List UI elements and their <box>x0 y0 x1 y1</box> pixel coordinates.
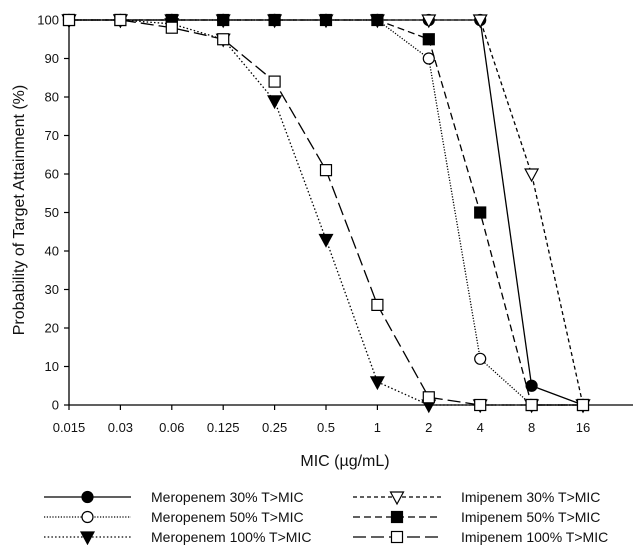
y-tick-label: 0 <box>52 398 59 413</box>
data-point <box>267 95 283 110</box>
x-tick-label: 16 <box>576 420 590 435</box>
legend-marker <box>79 531 96 545</box>
data-point <box>576 398 590 412</box>
legend-item: Imipenem 30% T>MIC <box>353 489 600 506</box>
x-tick-label: 0.25 <box>262 420 287 435</box>
y-tick-label: 30 <box>45 282 59 297</box>
y-tick-label: 10 <box>45 359 59 374</box>
legend-label: Meropenem 100% T>MIC <box>151 529 311 545</box>
series-3 <box>61 14 591 414</box>
data-point <box>319 164 333 177</box>
data-point <box>268 13 281 27</box>
y-tick-label: 80 <box>45 90 59 105</box>
series-layer <box>61 13 591 414</box>
y-tick-label: 50 <box>45 205 59 220</box>
data-point <box>474 398 487 412</box>
series-6 <box>62 13 590 412</box>
legend-item: Imipenem 100% T>MIC <box>353 529 608 545</box>
legend-label: Imipenem 30% T>MIC <box>461 489 600 505</box>
axes: 0 10 20 30 40 50 60 70 80 90 100 0.015 0.03 0.06 0.125… <box>37 13 633 435</box>
x-tick-label: 8 <box>528 420 535 435</box>
legend-label: Imipenem 100% T>MIC <box>461 529 608 545</box>
data-point <box>268 75 281 88</box>
legend-label: Meropenem 50% T>MIC <box>151 509 304 525</box>
legend-marker <box>390 530 404 544</box>
data-point <box>217 13 230 27</box>
y-tick-label: 70 <box>45 128 59 143</box>
data-point <box>474 206 487 219</box>
data-point <box>217 33 230 46</box>
legend-marker <box>81 490 94 504</box>
data-point <box>369 376 385 391</box>
x-tick-label: 0.5 <box>317 420 335 435</box>
data-point <box>421 14 437 29</box>
legend-marker <box>390 510 404 524</box>
legend-marker <box>81 510 94 524</box>
legend-marker <box>389 491 405 506</box>
series-4 <box>61 14 591 414</box>
y-axis-title: Probability of Target Attainment (%) <box>11 85 28 336</box>
series-1 <box>62 13 590 412</box>
legend-item: Meropenem 100% T>MIC <box>44 529 311 545</box>
y-tick-label: 40 <box>45 244 59 259</box>
data-point <box>524 168 540 183</box>
series-line <box>69 19 583 406</box>
data-point <box>474 352 487 365</box>
series-2 <box>62 13 590 412</box>
x-tick-label: 4 <box>477 420 484 435</box>
data-point <box>114 13 127 27</box>
x-tick-label: 2 <box>425 420 432 435</box>
data-point <box>422 52 435 65</box>
data-point <box>318 233 334 248</box>
series-line <box>69 19 584 406</box>
data-point <box>319 13 333 27</box>
series-line <box>69 19 583 406</box>
data-point <box>525 398 538 412</box>
data-point <box>371 298 384 311</box>
legend-item: Meropenem 50% T>MIC <box>44 509 304 525</box>
data-point <box>422 391 435 404</box>
legend-item: Imipenem 50% T>MIC <box>353 509 600 525</box>
series-line <box>69 19 583 406</box>
legend-label: Meropenem 30% T>MIC <box>151 489 304 505</box>
series-line <box>69 19 583 406</box>
y-tick-label: 100 <box>37 13 59 28</box>
series-5 <box>62 13 590 412</box>
data-point <box>422 33 435 46</box>
data-point <box>525 379 538 392</box>
x-tick-label: 0.06 <box>159 420 184 435</box>
y-tick-label: 90 <box>45 51 59 66</box>
legend-item: Meropenem 30% T>MIC <box>44 489 304 505</box>
x-axis-title: MIC (µg/mL) <box>300 453 389 470</box>
x-tick-label: 1 <box>374 420 381 435</box>
legend-label: Imipenem 50% T>MIC <box>461 509 600 525</box>
series-line <box>69 19 584 406</box>
data-point <box>472 14 488 29</box>
data-point <box>371 13 384 27</box>
x-tick-label: 0.015 <box>53 420 86 435</box>
x-tick-label: 0.03 <box>108 420 133 435</box>
legend: Meropenem 30% T>MIC Meropenem 50% T>MIC Me… <box>44 489 608 545</box>
data-point <box>165 21 178 34</box>
y-tick-label: 20 <box>45 321 59 336</box>
data-point <box>62 13 76 27</box>
x-tick-label: 0.125 <box>207 420 240 435</box>
y-tick-label: 60 <box>45 167 59 182</box>
